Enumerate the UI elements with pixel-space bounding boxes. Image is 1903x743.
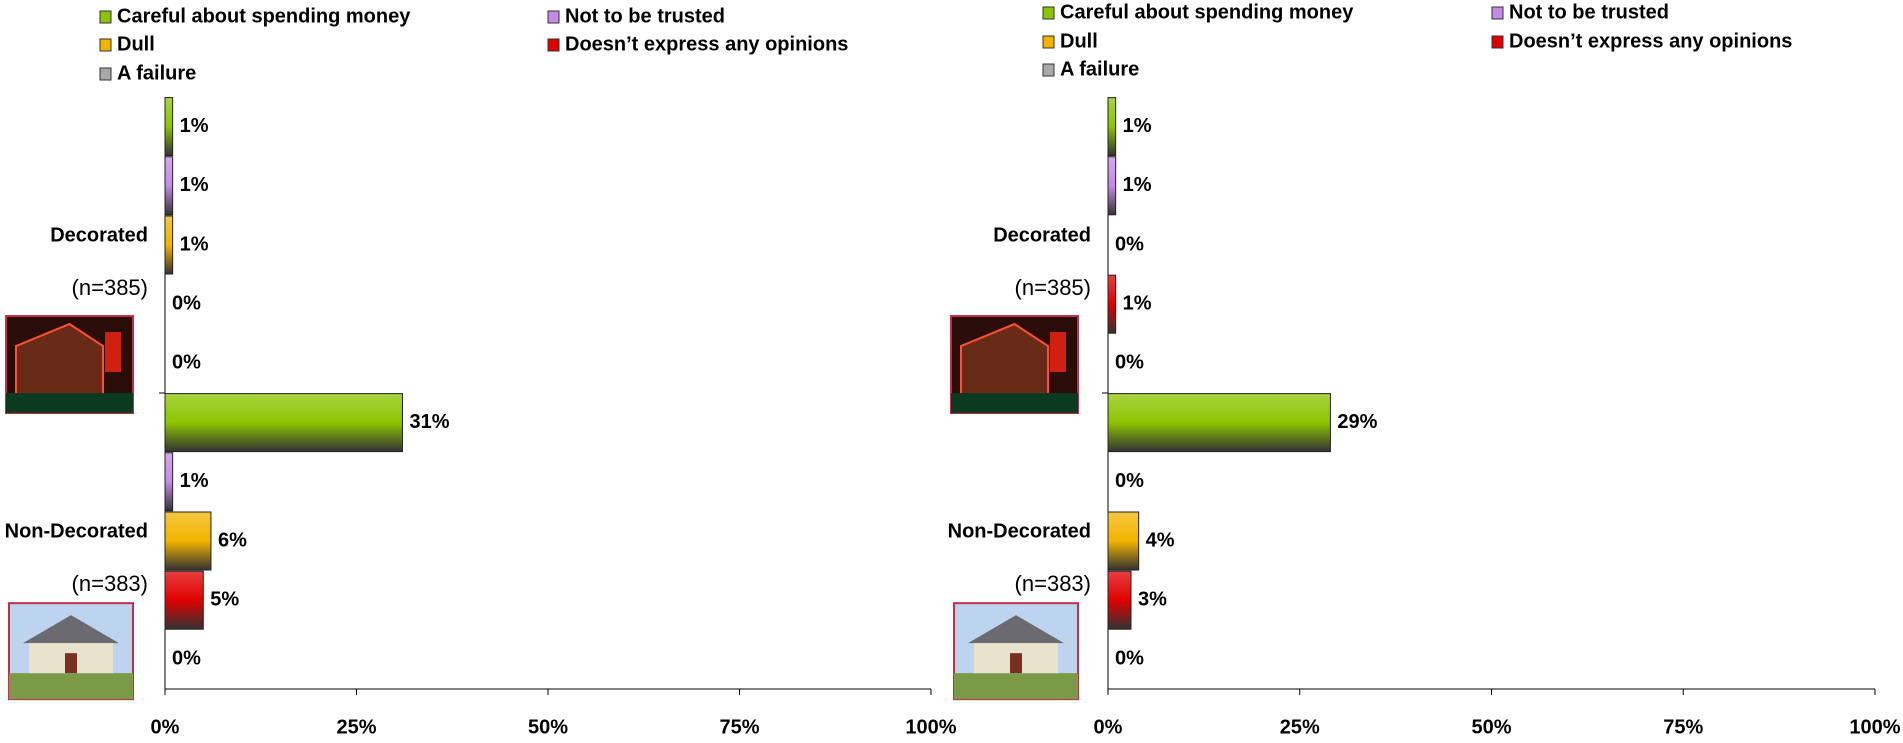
legend-swatch [99,67,112,81]
photo-lawn [6,393,133,414]
bar [1107,156,1117,216]
value-label: 1% [180,233,209,255]
category-label: Non-Decorated [948,520,1091,542]
legend-label: Careful about spending money [1060,1,1354,23]
x-tick-label: 25% [336,716,376,738]
value-label: 29% [1337,411,1377,433]
value-label: 0% [1115,233,1144,255]
legend-label: Careful about spending money [117,5,411,27]
value-label: 5% [210,588,239,610]
value-label: 0% [172,292,201,314]
legend-swatch [99,38,112,52]
x-tick-label: 0% [151,716,180,738]
value-label: 6% [218,529,247,551]
bar [1107,97,1117,157]
legend-label: Dull [1060,30,1098,52]
x-tick-label: 0% [1094,716,1123,738]
photo-roof [968,615,1064,644]
photo-lawn [9,673,133,700]
legend-swatch [1042,35,1055,49]
bar [1107,274,1117,334]
legend-swatch [1042,6,1055,20]
x-tick-label: 75% [719,716,759,738]
legend-swatch [1491,6,1504,20]
value-label: 4% [1146,529,1175,551]
bar [1107,393,1331,453]
bar [164,393,403,453]
photo-roof [23,615,119,644]
value-label: 1% [180,115,209,137]
category-label: Decorated [993,224,1091,246]
value-label: 1% [1123,115,1152,137]
category-label: Non-Decorated [5,520,148,542]
photo-figure [1050,332,1066,373]
x-tick-label: 50% [528,716,568,738]
value-label: 1% [1123,292,1152,314]
legend-label: A failure [1060,58,1139,80]
value-label: 0% [172,648,201,670]
legend-label: Doesn’t express any opinions [1509,30,1792,52]
photo-figure [105,332,121,373]
x-tick-label: 75% [1663,716,1703,738]
x-tick-label: 25% [1280,716,1320,738]
bar [1107,570,1132,630]
value-label: 1% [180,470,209,492]
x-tick-label: 100% [905,716,956,738]
category-note: (n=385) [1015,275,1091,300]
photo-lawn [954,673,1078,700]
value-label: 3% [1138,588,1167,610]
x-tick-label: 100% [1849,716,1900,738]
value-label: 1% [180,174,209,196]
legend-swatch [1491,35,1504,49]
bar [164,156,174,216]
value-label: 31% [409,411,449,433]
x-tick-label: 50% [1471,716,1511,738]
category-note: (n=385) [72,275,148,300]
bar [164,452,174,512]
value-label: 0% [1115,352,1144,374]
photo-lawn [951,393,1078,414]
category-note: (n=383) [1015,571,1091,596]
bar [164,215,174,275]
legend-swatch [547,38,560,52]
legend-label: Not to be trusted [565,5,725,27]
value-label: 0% [1115,470,1144,492]
category-label: Decorated [50,224,148,246]
value-label: 1% [1123,174,1152,196]
bar [164,511,212,571]
photo-door [1010,653,1022,674]
legend-label: Doesn’t express any opinions [565,33,848,55]
legend-swatch [1042,63,1055,77]
bar [1107,511,1140,571]
value-label: 0% [172,352,201,374]
bar [164,97,174,157]
legend-swatch [547,10,560,24]
category-note: (n=383) [72,571,148,596]
legend-label: Not to be trusted [1509,1,1669,23]
legend-label: A failure [117,62,196,84]
value-label: 0% [1115,648,1144,670]
legend-label: Dull [117,33,155,55]
legend-swatch [99,10,112,24]
bar [164,570,204,630]
photo-door [65,653,77,674]
